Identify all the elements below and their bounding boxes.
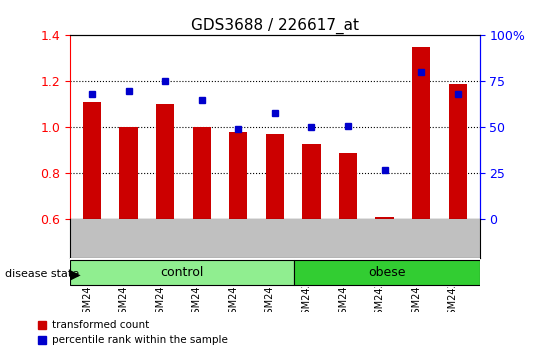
Bar [266,134,284,219]
Bar [192,127,211,219]
Bar [376,217,394,219]
Bar [302,143,321,219]
FancyBboxPatch shape [294,260,480,285]
Bar [83,102,101,219]
FancyBboxPatch shape [70,260,294,285]
Bar [448,84,467,219]
Text: disease state: disease state [5,269,80,279]
Text: ▶: ▶ [70,267,81,281]
Bar [412,47,430,219]
Bar [120,127,138,219]
Text: obese: obese [368,266,405,279]
Text: control: control [160,266,204,279]
Bar [229,132,247,219]
Bar [156,104,174,219]
Bar [339,153,357,219]
Title: GDS3688 / 226617_at: GDS3688 / 226617_at [191,18,359,34]
Legend: transformed count, percentile rank within the sample: transformed count, percentile rank withi… [32,316,232,349]
